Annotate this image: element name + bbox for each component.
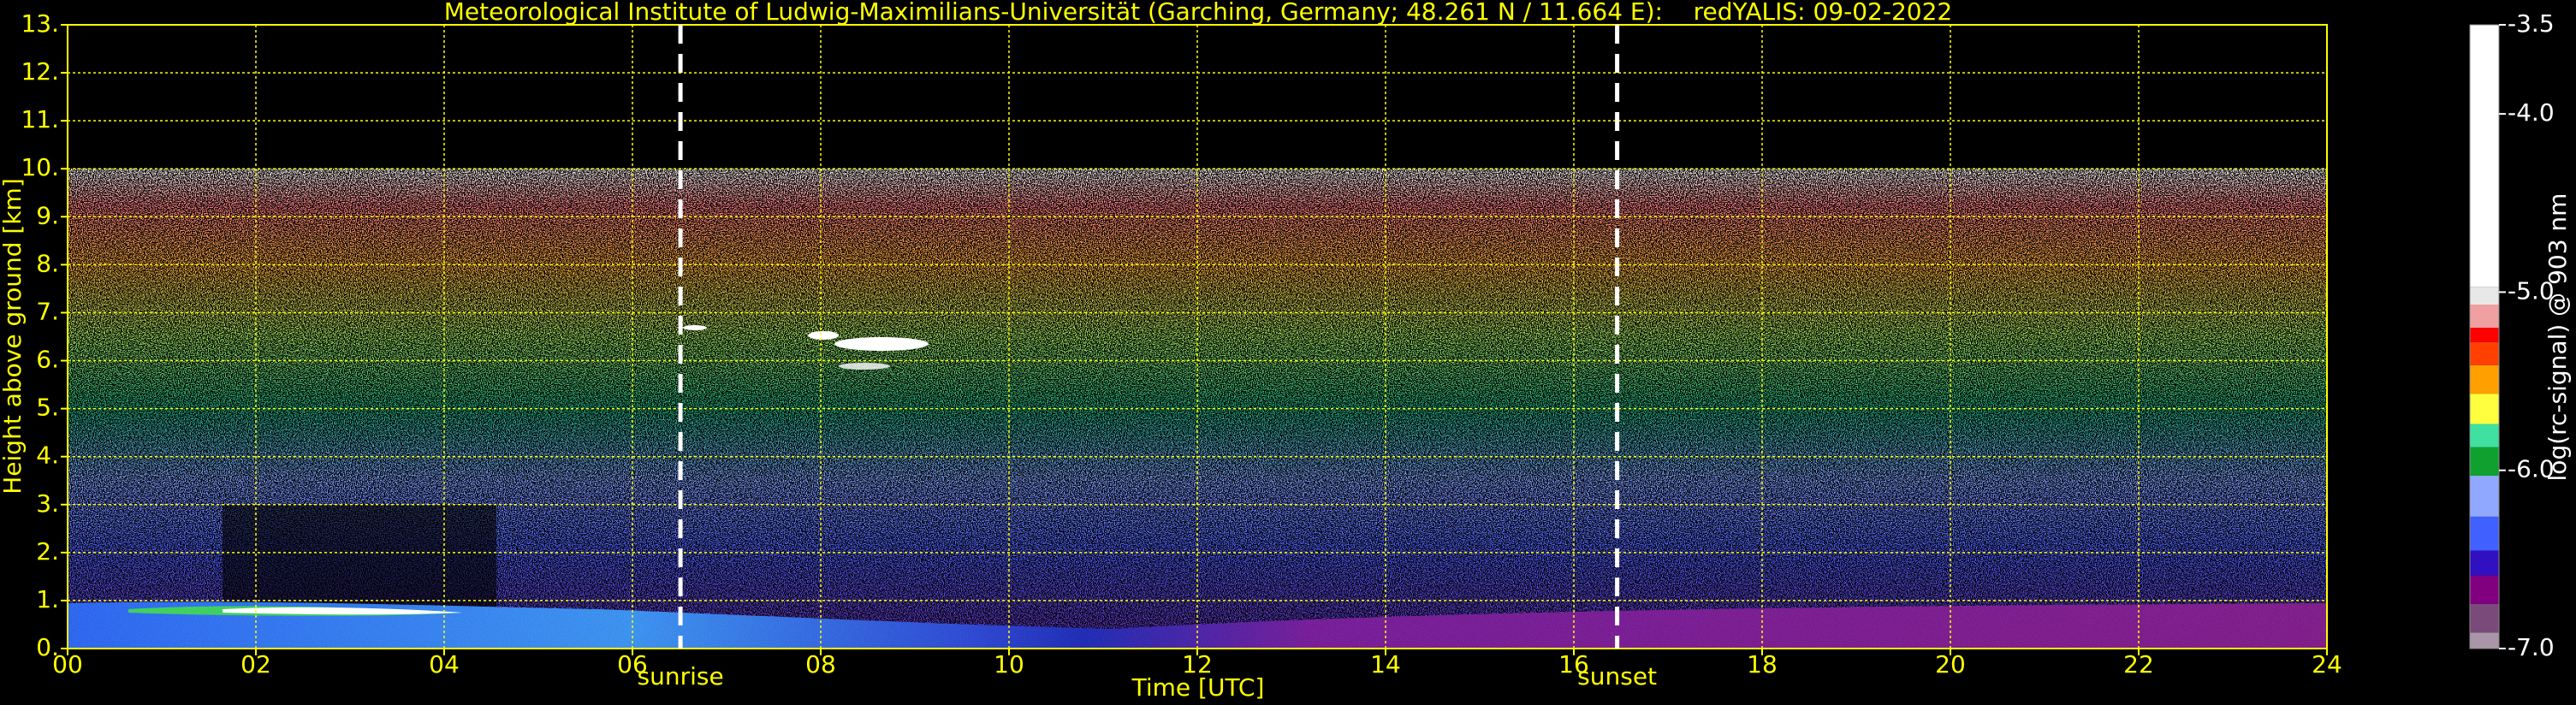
y-axis-label: Height above ground [km] [0, 178, 27, 495]
y-tick-label: 12. [21, 57, 59, 86]
colorbar-frame [2469, 24, 2500, 649]
annotation-label: sunset [1577, 662, 1657, 690]
cloud [808, 331, 839, 340]
x-tick-label: 20 [1935, 650, 1966, 678]
x-tick-label: 08 [805, 650, 836, 678]
colorbar-segment [2470, 341, 2499, 365]
colorbar-tick-label: -6.0 [2508, 455, 2555, 483]
x-tick-label: 14 [1370, 650, 1401, 678]
y-tick-label: 11. [21, 105, 59, 133]
x-tick-label: 22 [2123, 650, 2154, 678]
x-tick-label: 16 [1558, 650, 1589, 678]
colorbar-segment [2470, 364, 2499, 394]
y-tick-label: 9. [36, 201, 59, 229]
colorbar-tick-label: -5.0 [2508, 276, 2555, 305]
cloud [683, 325, 707, 330]
colorbar-segment [2470, 516, 2499, 551]
y-tick-label: 3. [36, 489, 59, 518]
colorbar-segment [2470, 394, 2499, 424]
y-tick-label: 8. [36, 249, 59, 277]
y-tick-label: 2. [36, 537, 59, 566]
colorbar-segment [2470, 550, 2499, 576]
x-tick-label: 04 [429, 650, 460, 678]
y-tick-label: 13. [21, 9, 59, 38]
y-tick-label: 10. [21, 153, 59, 181]
x-axis-label: Time [UTC] [1131, 673, 1265, 702]
x-tick-label: 18 [1747, 650, 1778, 678]
cloud [839, 363, 890, 370]
colorbar-label: log(rc-signal) @ 903 nm [2543, 193, 2572, 482]
x-tick-label: 06 [617, 650, 648, 678]
colorbar-segment [2470, 424, 2499, 447]
colorbar-segment [2470, 25, 2499, 287]
colorbar-tick-label: -4.0 [2508, 98, 2555, 127]
x-tick-label: 02 [240, 650, 271, 678]
y-tick-label: 6. [36, 346, 59, 374]
aerosol-band [223, 607, 462, 615]
colorbar-segment [2470, 475, 2499, 517]
colorbar-segment [2470, 575, 2499, 604]
y-tick-label: 1. [36, 585, 59, 613]
colorbar-segment [2470, 603, 2499, 633]
annotation-label: sunrise [638, 662, 724, 690]
x-tick-label: 12 [1182, 650, 1213, 678]
x-tick-label: 24 [2312, 650, 2342, 678]
y-tick-label: 7. [36, 297, 59, 325]
x-tick-label: 00 [52, 650, 83, 678]
dark-region [223, 505, 496, 607]
chart-title: Meteorological Institute of Ludwig-Maxim… [444, 0, 1952, 26]
colorbar-segment [2470, 328, 2499, 342]
y-tick-label: 0. [36, 633, 59, 661]
colorbar-segment [2470, 447, 2499, 476]
colorbar-segment [2470, 632, 2499, 649]
y-tick-label: 4. [36, 441, 59, 470]
colorbar-tick-label: -7.0 [2508, 633, 2555, 661]
x-tick-label: 10 [994, 650, 1024, 678]
colorbar-segment [2470, 287, 2499, 305]
colorbar-segment [2470, 305, 2499, 329]
y-tick-label: 5. [36, 394, 59, 422]
colorbar-tick-label: -3.5 [2508, 9, 2555, 38]
cloud [834, 337, 929, 351]
